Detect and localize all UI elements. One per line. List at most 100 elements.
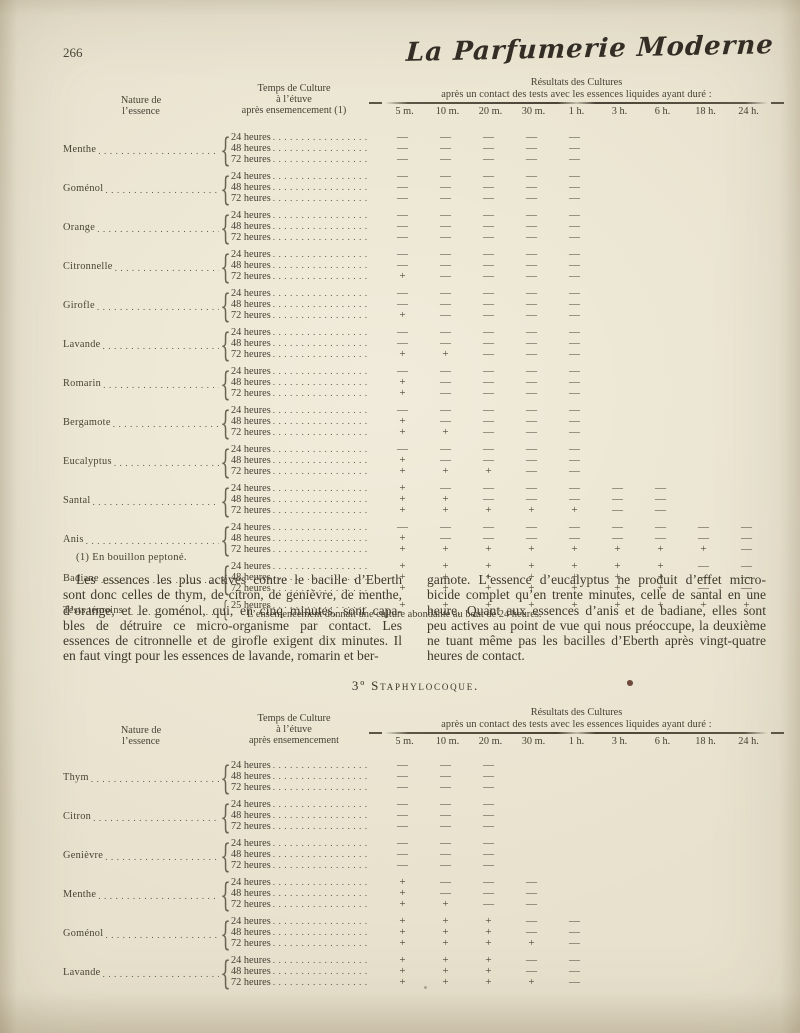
result-cell: + xyxy=(571,504,578,517)
result-cell: + xyxy=(442,965,449,978)
time-cell: 48 heures xyxy=(231,531,367,545)
culture-row: 72 heures + + + — — xyxy=(231,464,800,478)
leader-dots xyxy=(273,152,367,166)
result-cells: — — — xyxy=(381,821,768,832)
group-rows: 24 heures—————48 heures+————72 heures+++… xyxy=(231,442,800,481)
essence-group: Menthe24 heures—————48 heures—————72 heu… xyxy=(63,130,800,169)
article-text-left-column: Les essences les plus actives contre le … xyxy=(63,572,402,664)
text-line: en faut vingt pour les essences de lavan… xyxy=(63,648,379,664)
result-cell: — xyxy=(440,309,451,322)
group-brace-icon xyxy=(219,836,231,875)
result-cell: — xyxy=(440,153,451,166)
time-cell: 24 heures xyxy=(231,797,367,811)
result-cell: + xyxy=(528,543,535,556)
result-cell: + xyxy=(399,560,406,572)
paper-speck xyxy=(424,986,427,989)
leader-dots xyxy=(97,297,219,315)
essence-group: Goménol24 heures+++——48 heures+++——72 he… xyxy=(63,914,800,953)
result-cell: — xyxy=(569,142,580,155)
time-cell: 25 heures xyxy=(231,598,367,612)
result-cell: — xyxy=(526,443,537,455)
culture-row: 72 heures — — — — — xyxy=(231,152,800,166)
result-cell: — xyxy=(569,337,580,350)
page-number: 266 xyxy=(63,45,83,60)
result-cell: — xyxy=(397,337,408,350)
result-cell: — xyxy=(483,365,494,377)
result-cell: + xyxy=(399,532,406,545)
time-label: 24 heures xyxy=(231,955,271,966)
result-cell xyxy=(725,466,768,477)
result-cell: — xyxy=(440,876,451,888)
result-cell: + xyxy=(442,504,449,517)
result-cell xyxy=(725,193,768,204)
result-cell: — xyxy=(483,192,494,205)
result-cell: — xyxy=(397,209,408,221)
culture-row: 72 heures — — — — — xyxy=(231,230,800,244)
time-label: 48 heures xyxy=(231,849,271,861)
result-cell: + xyxy=(571,571,578,584)
result-cell: — xyxy=(483,170,494,182)
essence-name-cell: Lavande xyxy=(63,325,219,364)
time-cell: 72 heures xyxy=(231,975,367,989)
essence-group: Orange24 heures—————48 heures—————72 heu… xyxy=(63,208,800,247)
essence-group: Anis24 heures—————————48 heures+————————… xyxy=(63,520,800,559)
result-cell xyxy=(553,821,596,832)
result-cells: + — — — — xyxy=(381,415,768,428)
time-label: 48 heures xyxy=(231,143,271,155)
column-label: 3 h. xyxy=(611,736,628,747)
group-brace-icon xyxy=(219,364,231,403)
time-label: 72 heures xyxy=(231,899,271,911)
result-cell: — xyxy=(440,809,451,822)
result-cell: — xyxy=(569,415,580,428)
time-label: 24 heures xyxy=(231,483,271,494)
essence-name-cell: Citron xyxy=(63,797,219,836)
result-cell: + xyxy=(442,493,449,506)
leader-dots xyxy=(93,808,219,826)
result-cell: + xyxy=(399,876,406,888)
text-line: d’orange, et le goménol, qui, en cinq mi… xyxy=(63,602,402,618)
result-cell: + xyxy=(571,543,578,556)
result-cell: — xyxy=(483,348,494,361)
result-cell: — xyxy=(483,181,494,194)
time-cell: 24 heures xyxy=(231,325,367,339)
group-brace-icon xyxy=(219,442,231,481)
result-cell: — xyxy=(440,326,451,338)
result-cell: + xyxy=(442,582,449,595)
leader-dots xyxy=(98,141,219,159)
column-label: 30 m. xyxy=(521,736,546,747)
essence-group: Badiane24 heures+++++++——48 heures++++++… xyxy=(63,559,800,598)
result-cell: — xyxy=(569,259,580,272)
result-cell: + xyxy=(399,376,406,389)
result-cell: + xyxy=(399,954,406,966)
essence-name-cell: Badiane xyxy=(63,559,219,598)
result-cell: — xyxy=(483,848,494,861)
result-cell: — xyxy=(569,404,580,416)
leader-dots xyxy=(273,503,367,517)
result-cell xyxy=(682,154,725,165)
result-cells: — — — — — xyxy=(381,337,768,350)
resultats-column-header: Résultats des Cultures après un contact … xyxy=(369,706,784,748)
result-cell: — xyxy=(741,571,752,584)
essence-name: Citronnelle xyxy=(63,261,113,272)
time-label: 72 heures xyxy=(231,583,271,595)
essence-name-cell: Goménol xyxy=(63,169,219,208)
result-cell xyxy=(725,505,768,516)
result-cell: — xyxy=(526,404,537,416)
culture-row: 48 heures + + — — — — — xyxy=(231,492,800,506)
time-cell: 24 heures xyxy=(231,914,367,928)
result-cell: — xyxy=(612,493,623,506)
result-cell: — xyxy=(483,781,494,794)
group-rows: 24 heures+———48 heures+———72 heures++—— xyxy=(231,875,800,914)
time-cell: 72 heures xyxy=(231,581,367,595)
result-cell: — xyxy=(526,532,537,545)
text-line: ne tuant même pas les bacilles d’Eberth … xyxy=(427,633,766,649)
result-cell: — xyxy=(569,348,580,361)
result-cell: — xyxy=(569,309,580,322)
result-cell: + xyxy=(571,560,578,572)
result-cell: — xyxy=(526,142,537,155)
time-label: 24 heures xyxy=(231,327,271,338)
result-cell: — xyxy=(569,287,580,299)
essence-name-cell: Romarin xyxy=(63,364,219,403)
header-text: après un contact des tests avec les esse… xyxy=(441,718,712,730)
essence-name: Romarin xyxy=(63,378,102,389)
